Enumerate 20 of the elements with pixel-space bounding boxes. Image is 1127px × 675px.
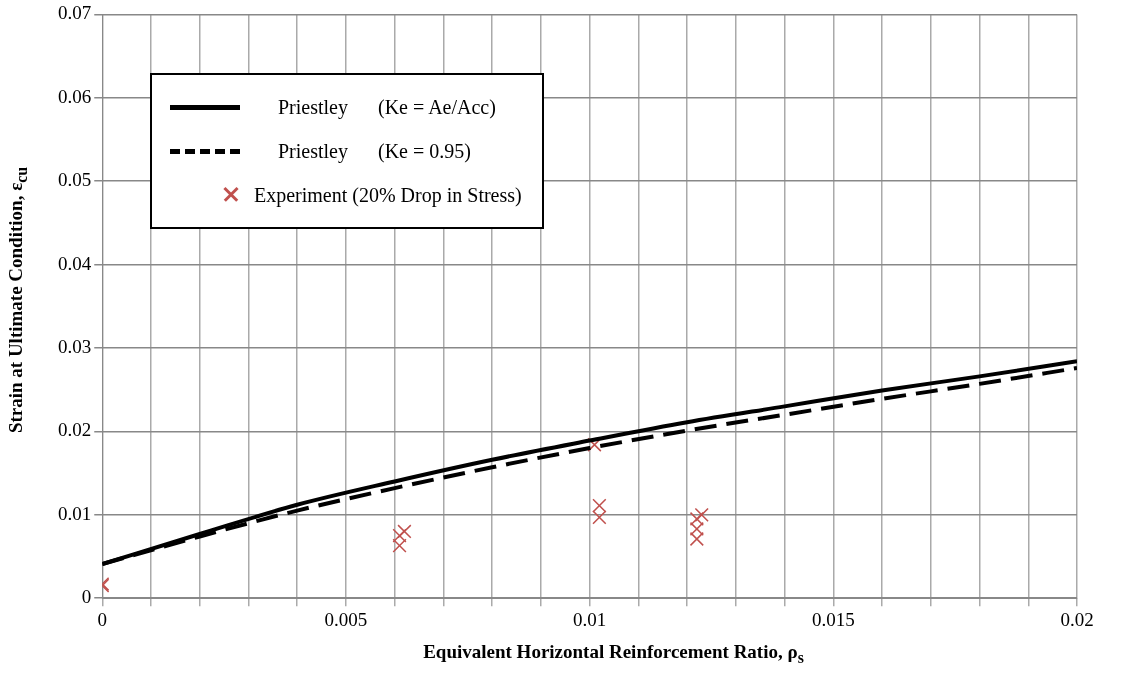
x-tick-label: 0.02 bbox=[1060, 608, 1094, 630]
legend-label: Experiment (20% Drop in Stress) bbox=[254, 183, 522, 207]
point bbox=[397, 524, 412, 539]
y-tick-label: 0.04 bbox=[58, 252, 92, 274]
y-tick-label: 0.02 bbox=[58, 419, 92, 441]
x-tick-label: 0 bbox=[97, 608, 107, 630]
x-tick-label: 0.005 bbox=[324, 608, 368, 630]
x-axis-title: Equivalent Horizontal Reinforcement Ratio, ρ$_{s}$ bbox=[422, 641, 805, 667]
x-tick-label: 0.01 bbox=[573, 608, 607, 630]
x-tick-label: 0.015 bbox=[811, 608, 855, 630]
legend-label: Priestley (Ke = Ae/Acc) bbox=[278, 95, 496, 119]
y-tick-label: 0.01 bbox=[58, 502, 92, 524]
y-tick-label: 0.06 bbox=[58, 85, 92, 107]
point bbox=[587, 437, 602, 452]
y-tick-label: 0.07 bbox=[58, 2, 92, 24]
point bbox=[694, 507, 709, 522]
y-tick-label: 0 bbox=[81, 586, 92, 608]
y-tick-label: 0.03 bbox=[58, 335, 92, 357]
y-tick-label: 0.05 bbox=[58, 169, 92, 191]
legend-label: Priestley (Ke = 0.95) bbox=[278, 139, 471, 163]
